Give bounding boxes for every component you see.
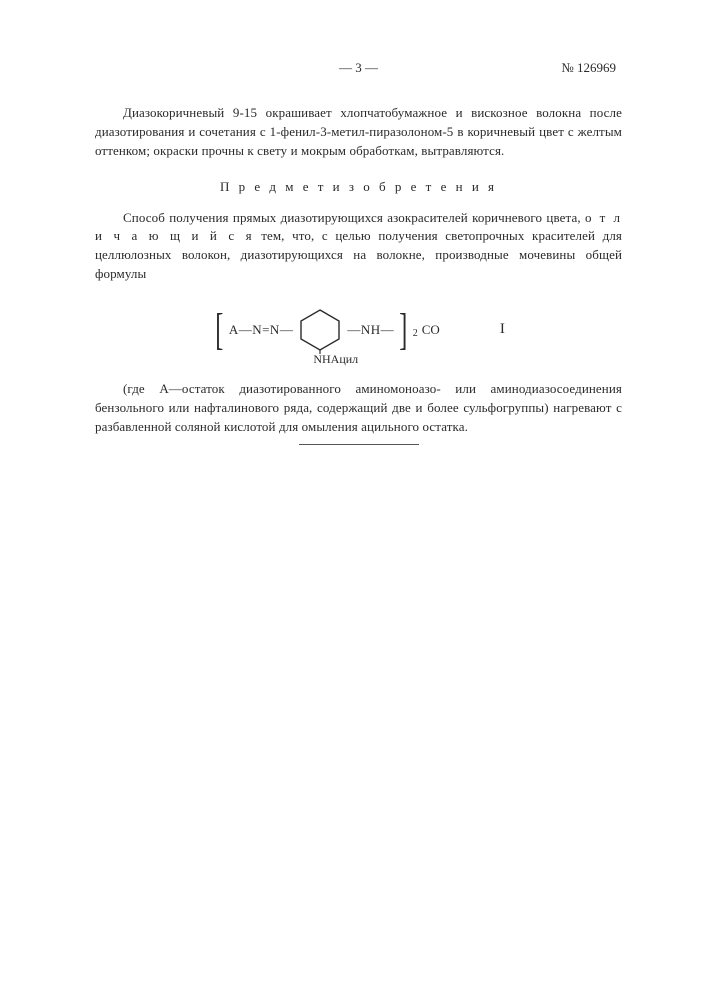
paragraph-3: (где A—остаток диазотированного аминомон…	[95, 380, 622, 437]
formula-body: [ A—N=N— NHAцил —NH— ] 2 CO	[212, 306, 440, 354]
benzene-ring-icon	[295, 306, 345, 354]
paragraph-1: Диазокоричневый 9-15 окрашивает хлопчато…	[95, 104, 622, 161]
subscript-2: 2	[413, 328, 418, 339]
chain-right: —NH—	[347, 322, 394, 338]
page-content: — 3 — № 126969 Диазокоричневый 9-15 окра…	[0, 0, 707, 505]
chain-left: A—N=N—	[229, 322, 294, 338]
page-header: — 3 — № 126969	[95, 60, 622, 76]
ring-substituent: NHAцил	[313, 352, 358, 367]
formula-tail: CO	[422, 322, 440, 338]
left-bracket: [	[215, 310, 223, 350]
formula-label: I	[500, 321, 505, 338]
chemical-formula: [ A—N=N— NHAцил —NH— ] 2 CO I	[95, 306, 622, 354]
patent-number: № 126969	[419, 60, 617, 76]
p2-part1: Способ получения прямых диазотирующихся …	[123, 210, 585, 225]
footer-rule	[299, 444, 419, 445]
section-title: П р е д м е т и з о б р е т е н и я	[95, 179, 622, 195]
benzene-ring-group: NHAцил	[295, 306, 345, 354]
paragraph-2: Способ получения прямых диазотирующихся …	[95, 209, 622, 284]
header-spacer	[101, 60, 299, 76]
page-number: — 3 —	[299, 60, 419, 76]
ring-hexagon	[301, 310, 339, 350]
right-bracket: ]	[399, 310, 407, 350]
